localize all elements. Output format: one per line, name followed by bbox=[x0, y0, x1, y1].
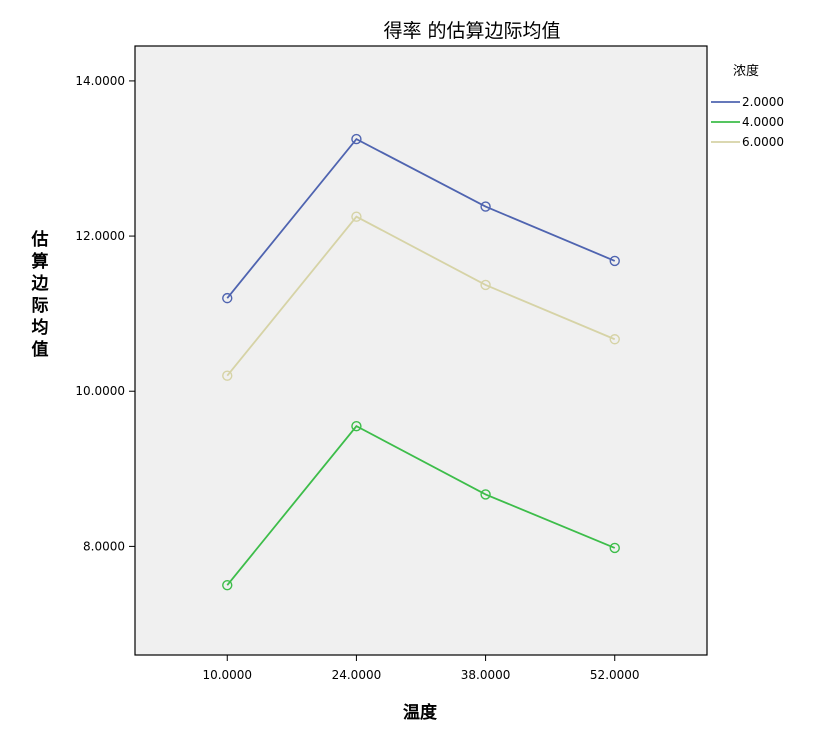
y-axis-title-char: 均 bbox=[32, 317, 49, 338]
y-tick-label: 14.0000 bbox=[75, 74, 125, 88]
data-point bbox=[480, 201, 491, 212]
data-point bbox=[480, 489, 491, 500]
y-axis-title-char: 边 bbox=[31, 274, 50, 294]
x-tick-label: 24.0000 bbox=[332, 668, 382, 682]
data-point bbox=[222, 370, 233, 381]
series-line bbox=[226, 424, 616, 586]
x-tick-label: 52.0000 bbox=[590, 668, 640, 682]
y-axis-title: 估算边际均值 bbox=[31, 229, 50, 360]
data-point bbox=[222, 292, 233, 304]
y-axis-title-char: 估 bbox=[31, 229, 49, 250]
series-1 bbox=[222, 133, 620, 304]
legend-label: 4.0000 bbox=[742, 115, 784, 129]
series-2 bbox=[222, 420, 620, 591]
y-tick-label: 10.0000 bbox=[75, 384, 125, 398]
data-point bbox=[222, 579, 233, 591]
series-3 bbox=[222, 211, 620, 381]
legend-label: 2.0000 bbox=[742, 95, 784, 109]
chart-title: 得率 的估算边际均值 bbox=[383, 20, 560, 42]
series-line bbox=[226, 137, 616, 299]
data-point bbox=[609, 542, 620, 554]
data-point bbox=[480, 279, 491, 291]
y-axis-title-char: 际 bbox=[32, 296, 49, 316]
legend-label: 6.0000 bbox=[742, 135, 784, 149]
legend-title: 浓度 bbox=[733, 63, 759, 79]
x-axis-title: 温度 bbox=[403, 702, 438, 723]
y-tick-label: 8.0000 bbox=[83, 539, 125, 553]
series-line bbox=[226, 215, 616, 377]
data-point bbox=[609, 334, 620, 345]
legend: 浓度 2.0000 4.0000 6.0000 bbox=[711, 63, 784, 149]
y-tick-label: 12.0000 bbox=[75, 229, 125, 243]
data-point bbox=[351, 420, 362, 432]
x-tick-label: 38.0000 bbox=[461, 668, 511, 682]
series-layer bbox=[222, 133, 620, 591]
data-point bbox=[351, 133, 362, 145]
data-point bbox=[609, 255, 620, 267]
y-axis: 8.0000 10.0000 12.0000 14.0000 bbox=[75, 74, 135, 553]
data-point bbox=[351, 211, 362, 222]
y-axis-title-char: 算 bbox=[31, 251, 49, 272]
plot-area bbox=[134, 45, 708, 656]
y-axis-title-char: 值 bbox=[32, 339, 49, 360]
x-axis: 10.0000 24.0000 38.0000 52.0000 bbox=[202, 655, 640, 682]
x-tick-label: 10.0000 bbox=[202, 668, 252, 682]
